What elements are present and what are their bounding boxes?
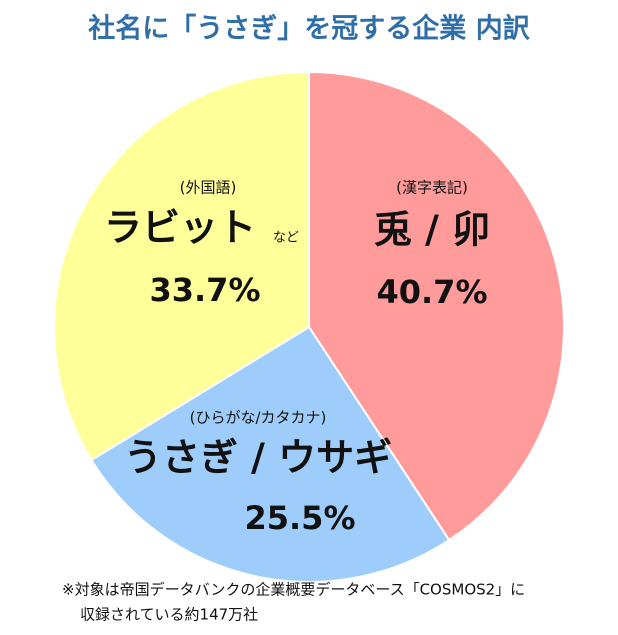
- chart-title: 社名に「うさぎ」を冠する企業 内訳: [88, 13, 530, 45]
- slice-sublabel: (漢字表記): [396, 179, 468, 197]
- footnote: ※対象は帝国データバンクの企業概要データベース「COSMOS2」に: [62, 581, 525, 599]
- pie-slice: [53, 70, 310, 462]
- pie: [53, 70, 565, 583]
- slice-label: 兎 / 卯: [374, 208, 490, 252]
- footnote: 収録されている約147万社: [80, 606, 258, 624]
- annotation: など: [273, 231, 299, 246]
- value-label: 25.5%: [244, 499, 355, 537]
- labels: (漢字表記) 兎 / 卯 40.7% (ひらがな/カタカナ) うさぎ / ウサギ 25.5…: [104, 179, 490, 538]
- slice-label: ラビット: [104, 206, 256, 250]
- value-label: 33.7%: [149, 271, 260, 309]
- slice-sublabel: (外国語): [180, 179, 237, 197]
- pie-slice: [90, 325, 451, 583]
- slice-label: うさぎ / ウサギ: [124, 436, 392, 480]
- slice-sublabel: (ひらがな/カタカナ): [190, 409, 327, 427]
- value-label: 40.7%: [376, 273, 487, 311]
